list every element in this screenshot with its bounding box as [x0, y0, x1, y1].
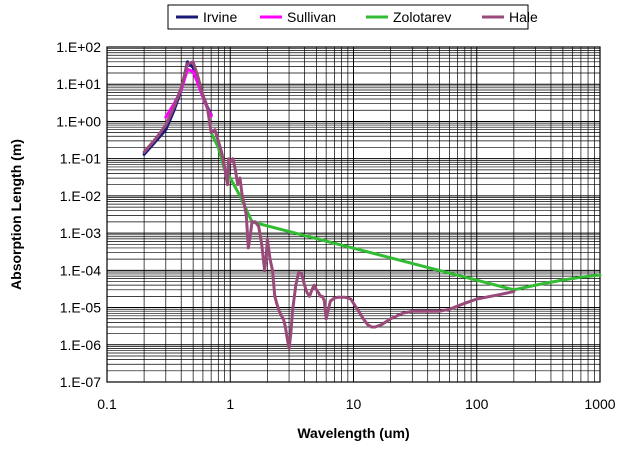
x-tick-label: 1 — [226, 396, 234, 412]
x-tick-label: 100 — [465, 396, 489, 412]
series-layer — [142, 60, 602, 350]
x-tick-label: 0.1 — [97, 396, 117, 412]
legend-label: Sullivan — [287, 9, 336, 25]
y-tick-label: 1.E-03 — [60, 225, 101, 241]
grid — [106, 47, 600, 383]
plot-frame — [106, 46, 601, 383]
y-tick-label: 1.E-04 — [60, 262, 101, 278]
x-axis-title: Wavelength (um) — [297, 425, 409, 441]
y-tick-labels: 1.E-07 1.E-06 1.E-05 1.E-04 1.E-03 1.E-02 1.E-… — [56, 39, 101, 390]
legend-label: Zolotarev — [393, 9, 451, 25]
y-tick-label: 1.E-07 — [60, 374, 101, 390]
x-tick-label: 1000 — [584, 396, 615, 412]
y-tick-label: 1.E+00 — [56, 113, 101, 129]
x-tick-label: 10 — [346, 396, 362, 412]
y-tick-label: 1.E-01 — [60, 151, 101, 167]
x-tick-labels: 0.1 1 10 100 1000 — [97, 396, 616, 412]
y-tick-label: 1.E+01 — [56, 76, 101, 92]
y-axis-title: Absorption Length (m) — [8, 139, 24, 290]
legend: Irvine Sullivan Zolotarev Hale — [167, 4, 538, 30]
y-tick-label: 1.E-02 — [60, 188, 101, 204]
series-line-hale — [142, 60, 516, 350]
legend-box — [167, 4, 529, 30]
legend-label: Hale — [509, 9, 538, 25]
series-line-zolotarev — [209, 131, 602, 292]
legend-label: Irvine — [203, 9, 237, 25]
y-tick-label: 1.E+02 — [56, 39, 101, 55]
y-tick-label: 1.E-05 — [60, 300, 101, 316]
y-tick-label: 1.E-06 — [60, 337, 101, 353]
